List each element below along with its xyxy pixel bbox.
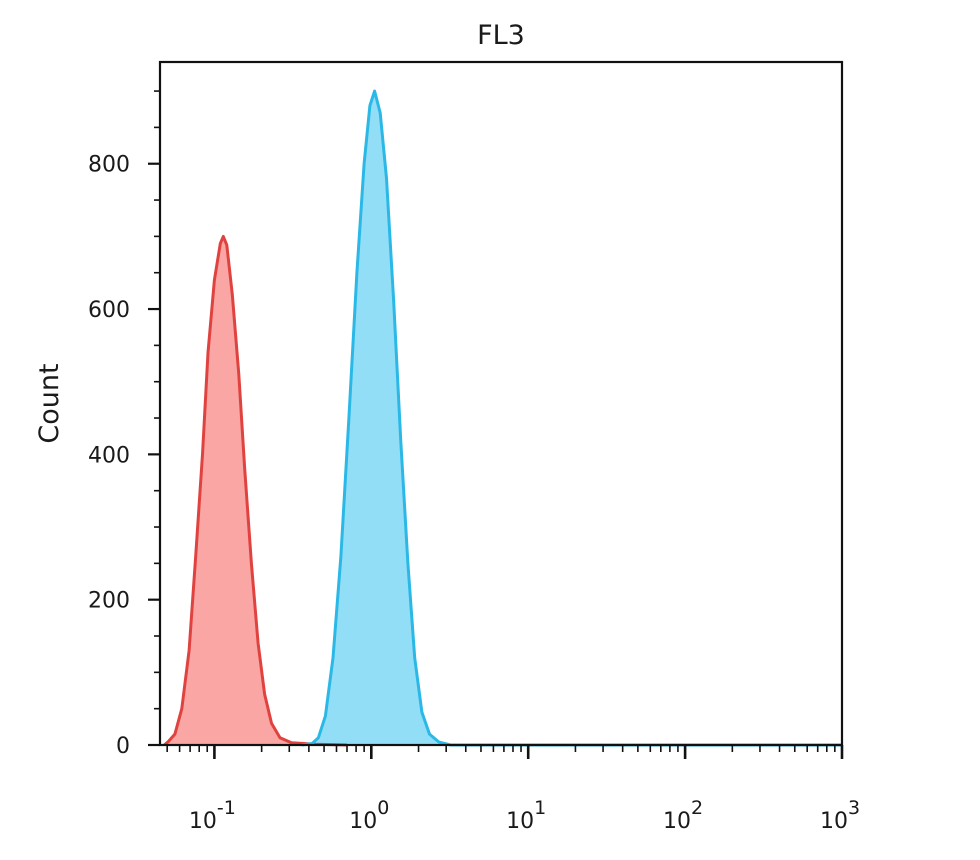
x-tick-label: 102 bbox=[663, 797, 703, 834]
plot-frame bbox=[158, 60, 844, 747]
y-tick-label: 600 bbox=[88, 298, 130, 323]
x-tick-label: 10-1 bbox=[189, 797, 236, 834]
y-tick-label: 0 bbox=[116, 734, 130, 759]
y-tick-label: 400 bbox=[88, 443, 130, 468]
y-axis: 0 200 400 600 800 bbox=[88, 90, 160, 759]
y-tick-label: 800 bbox=[88, 153, 130, 178]
x-axis: 10-1 100 101 102 103 bbox=[166, 745, 860, 834]
y-tick-label: 200 bbox=[88, 589, 130, 614]
series-1-outline bbox=[301, 89, 842, 747]
series-1-area bbox=[301, 91, 842, 746]
series-fills bbox=[164, 91, 842, 746]
y-axis-title: Count bbox=[34, 363, 65, 443]
series-0-outline bbox=[163, 234, 348, 747]
chart-title: FL3 bbox=[477, 20, 525, 51]
x-tick-label: 100 bbox=[349, 797, 389, 834]
series-outlines bbox=[163, 89, 842, 747]
x-tick-label: 103 bbox=[820, 797, 860, 834]
series-0-area bbox=[164, 236, 347, 745]
x-tick-label: 101 bbox=[506, 797, 546, 834]
